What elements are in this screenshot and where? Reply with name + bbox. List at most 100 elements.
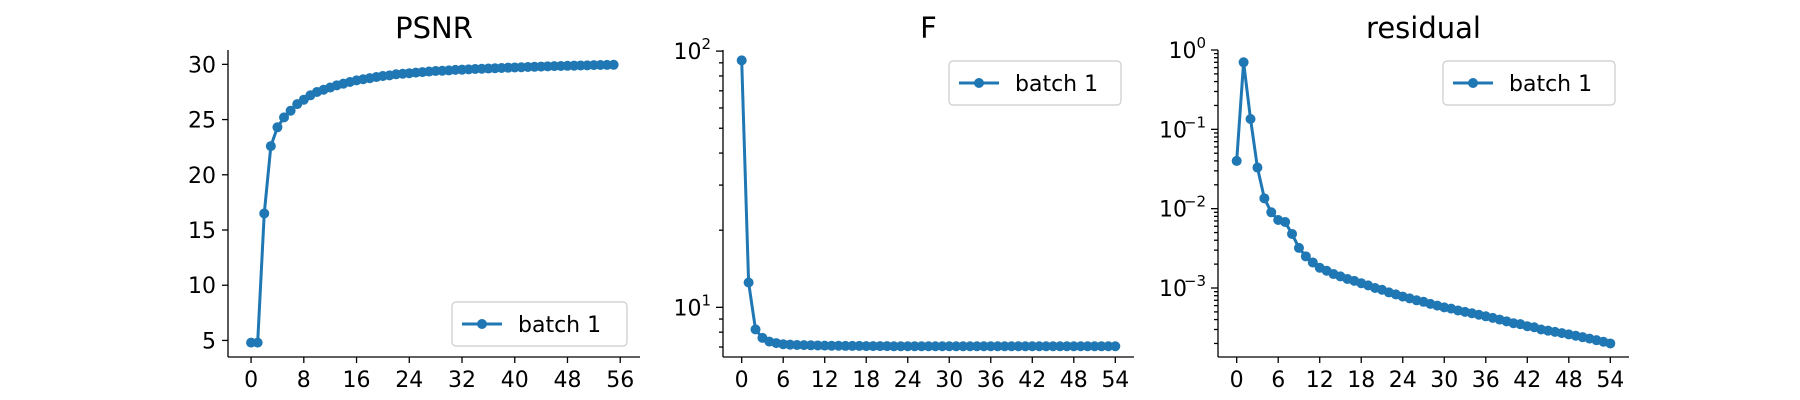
x-tick-label: 0	[735, 368, 749, 393]
data-point	[1075, 341, 1086, 352]
x-tick-label: 32	[448, 368, 476, 393]
data-point	[944, 341, 955, 352]
data-point	[812, 340, 823, 351]
x-tick-label: 24	[894, 368, 922, 393]
data-point	[1006, 341, 1017, 352]
data-point	[259, 208, 270, 219]
data-point	[285, 105, 296, 116]
panel-psnr: PSNR 0 8 16 24 32 40 48 56 5 10 15 20 25 30 batch 1	[188, 11, 640, 393]
x-tick-label: 12	[811, 368, 839, 393]
x-tick-label: 48	[1555, 368, 1583, 393]
x-tick-label: 0	[1230, 368, 1244, 393]
x-tick-label: 18	[852, 368, 880, 393]
legend-marker	[477, 319, 487, 329]
legend-label: batch 1	[1509, 72, 1592, 97]
data-point	[1259, 193, 1270, 204]
data-point	[1605, 338, 1616, 349]
data-point	[1300, 251, 1311, 262]
y-tick-label: 10	[674, 296, 702, 321]
data-point	[608, 59, 619, 70]
data-point	[1252, 162, 1263, 173]
y-tick-label: 10	[188, 274, 216, 299]
y-tick-label: 20	[188, 164, 216, 189]
data-point	[833, 340, 844, 351]
x-tick-label: 24	[395, 368, 423, 393]
y-tick-label: 10	[1169, 39, 1197, 64]
y-tick-exponent: 0	[1196, 34, 1206, 52]
y-tick-exponent: −2	[1184, 193, 1206, 211]
legend: batch 1	[1442, 60, 1616, 106]
data-point	[819, 340, 830, 351]
legend-box	[948, 60, 1122, 106]
data-point	[1061, 341, 1072, 352]
y-tick-label: 10	[1159, 277, 1187, 302]
x-tick-label: 40	[501, 368, 529, 393]
x-tick-label: 12	[1306, 368, 1334, 393]
data-point	[999, 341, 1010, 352]
data-point	[971, 341, 982, 352]
data-point	[861, 341, 872, 352]
data-point	[750, 324, 761, 335]
data-point	[902, 341, 913, 352]
data-point	[992, 341, 1003, 352]
data-point	[1013, 341, 1024, 352]
chart-title: residual	[1366, 11, 1481, 45]
y-tick-exponent: 1	[701, 291, 711, 309]
x-tick-label: 24	[1389, 368, 1417, 393]
data-point	[252, 337, 263, 348]
y-tick-label: 25	[188, 109, 216, 134]
data-point	[736, 55, 747, 66]
data-point	[840, 340, 851, 351]
legend-label: batch 1	[1015, 72, 1098, 97]
data-point	[951, 341, 962, 352]
legend: batch 1	[451, 301, 628, 347]
y-tick-exponent: −3	[1184, 272, 1206, 290]
x-tick-label: 30	[1430, 368, 1458, 393]
x-tick-label: 36	[977, 368, 1005, 393]
data-point	[792, 339, 803, 350]
data-point	[1231, 155, 1242, 166]
y-tick-label: 5	[202, 329, 216, 354]
data-point	[1280, 216, 1291, 227]
data-point	[1020, 341, 1031, 352]
chart-title: PSNR	[395, 11, 473, 45]
data-point	[888, 341, 899, 352]
x-tick-label: 48	[1060, 368, 1088, 393]
data-point	[1287, 228, 1298, 239]
data-point	[958, 341, 969, 352]
data-point	[1245, 113, 1256, 124]
data-point	[1089, 341, 1100, 352]
data-point	[854, 340, 865, 351]
data-point	[1054, 341, 1065, 352]
legend-box	[1442, 60, 1616, 106]
data-point	[965, 341, 976, 352]
data-point	[909, 341, 920, 352]
y-tick-label: 10	[1159, 118, 1187, 143]
y-tick-label: 10	[1159, 198, 1187, 223]
data-point	[272, 122, 283, 133]
x-tick-label: 42	[1513, 368, 1541, 393]
legend-box	[451, 301, 628, 347]
data-point	[1041, 341, 1052, 352]
legend-marker	[974, 78, 984, 88]
data-point	[916, 341, 927, 352]
data-point	[1103, 341, 1114, 352]
data-point	[1048, 341, 1059, 352]
x-tick-label: 56	[606, 368, 634, 393]
data-point	[826, 340, 837, 351]
data-point	[1027, 341, 1038, 352]
y-tick-label: 30	[188, 53, 216, 78]
data-point	[265, 141, 276, 152]
legend-label: batch 1	[518, 313, 601, 338]
data-point	[923, 341, 934, 352]
legend-marker	[1468, 78, 1478, 88]
data-point	[847, 340, 858, 351]
x-tick-label: 36	[1472, 368, 1500, 393]
legend: batch 1	[948, 60, 1122, 106]
data-point	[895, 341, 906, 352]
data-point	[937, 341, 948, 352]
data-point	[1110, 341, 1121, 352]
